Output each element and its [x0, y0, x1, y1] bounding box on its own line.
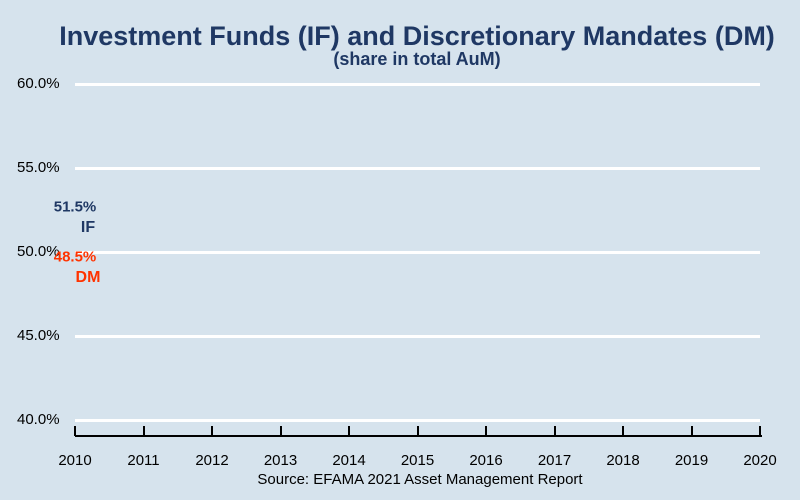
- x-tick-label: 2011: [127, 452, 160, 469]
- y-tick-label: 55.0%: [17, 159, 60, 176]
- x-tick-label: 2016: [469, 452, 503, 469]
- series-name-label-dm: DM: [75, 269, 101, 287]
- y-tick-label: 60.0%: [17, 75, 60, 92]
- series-value-label-if: 51.5%: [53, 198, 97, 216]
- y-tick-label: 45.0%: [17, 327, 60, 344]
- x-axis-tick: [759, 426, 761, 436]
- chart-subtitle: (share in total AuM): [333, 49, 501, 69]
- x-axis-tick: [348, 426, 350, 436]
- x-axis-line: [75, 435, 762, 437]
- x-tick-label: 2017: [537, 452, 572, 469]
- series-name-label-if: IF: [80, 218, 96, 236]
- x-tick-label: 2019: [674, 452, 709, 469]
- x-axis-tick: [690, 426, 693, 436]
- x-axis-tick: [211, 426, 213, 436]
- gridline: [75, 418, 760, 422]
- x-axis-tick: [485, 426, 487, 436]
- chart-title: Investment Funds (IF) and Discretionary …: [59, 21, 775, 51]
- gridline: [75, 82, 760, 86]
- x-axis-tick: [416, 426, 419, 436]
- x-axis-tick: [142, 426, 145, 436]
- gridline: [75, 166, 760, 170]
- gridline: [75, 334, 760, 338]
- source-note: Source: EFAMA 2021 Asset Management Repo…: [257, 471, 583, 488]
- x-tick-label: 2018: [606, 452, 640, 469]
- x-tick-label: 2012: [195, 452, 229, 469]
- x-axis-tick: [279, 426, 282, 436]
- x-tick-label: 2020: [743, 452, 777, 469]
- x-tick-label: 2015: [400, 452, 435, 469]
- series-value-label-dm: 48.5%: [53, 248, 97, 266]
- gridline: [75, 250, 760, 254]
- y-tick-label: 40.0%: [17, 411, 60, 428]
- x-tick-label: 2014: [332, 452, 366, 469]
- x-axis-tick: [553, 426, 556, 436]
- x-tick-label: 2010: [58, 452, 92, 469]
- y-tick-label: 50.0%: [17, 243, 60, 260]
- x-axis-tick: [622, 426, 624, 436]
- x-axis-tick: [74, 426, 76, 436]
- x-tick-label: 2013: [263, 452, 298, 469]
